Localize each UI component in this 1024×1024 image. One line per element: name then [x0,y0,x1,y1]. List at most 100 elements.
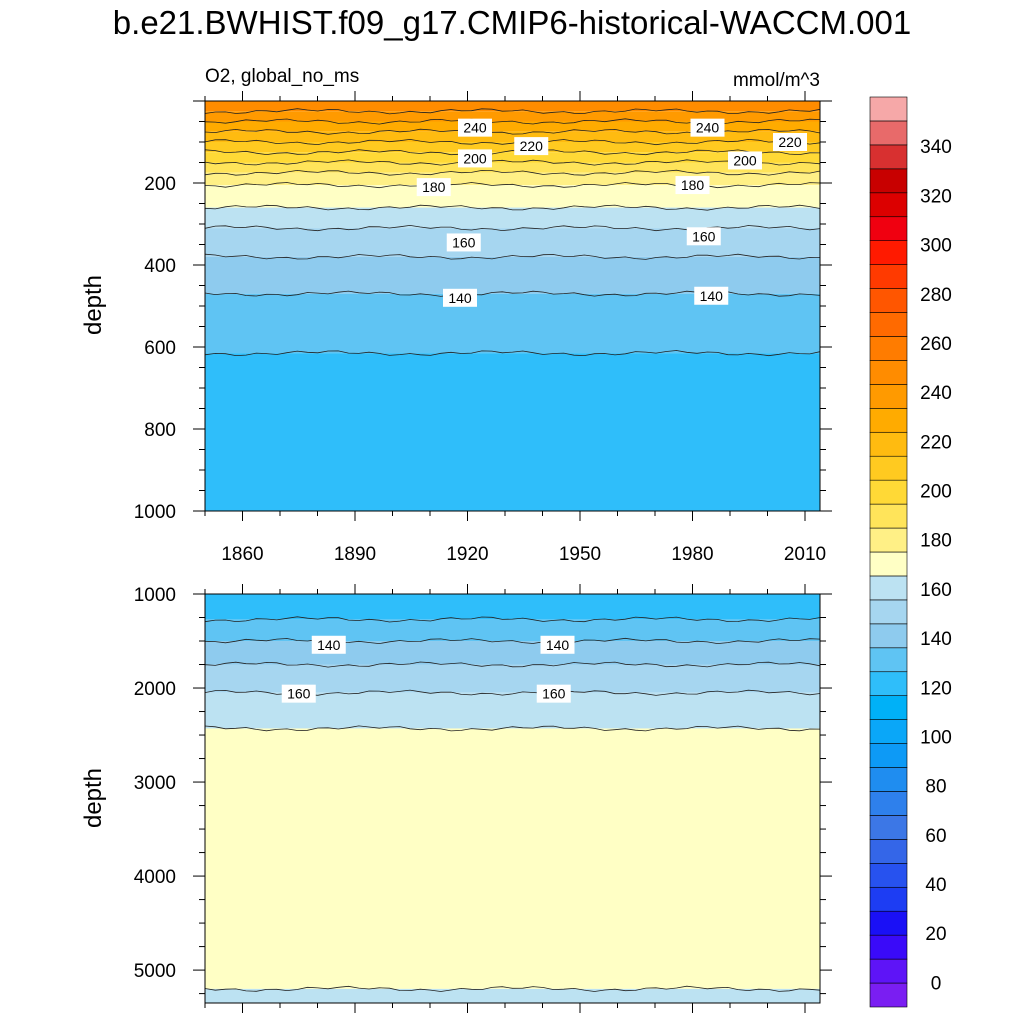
upper-band-2 [205,121,820,132]
upper-band-13 [205,353,820,511]
lower-band-5 [205,728,820,989]
colorbar-tick-labels: 0 20 40 60 80 100 120 140 160 180 200 220 240 260 280 3… [920,137,952,994]
upper-y-tick-label-2: 600 [144,338,176,359]
colorbar-tick-label-0: 0 [931,973,942,994]
colorbar-box-9 [869,767,908,792]
colorbar-tick-label-6: 120 [920,678,952,699]
svg-text:160: 160 [542,686,566,702]
colorbar-box-34 [869,168,908,194]
upper-band-9 [205,207,820,229]
upper-axes: 1860 1890 1920 1950 1980 2010 200 400 600 800 1000 [134,91,832,565]
upper-band-10 [205,228,820,257]
lower-y-tick-label-4: 5000 [134,961,176,982]
colorbar-box-0 [869,982,908,1008]
upper-x-tick-label: 2010 [784,544,826,565]
colorbar-box-27 [869,336,908,361]
lower-band-1 [205,619,820,642]
lower-contour-lines [204,616,821,992]
colorbar-box-37 [869,96,908,122]
lower-y-tick-label-3: 4000 [134,867,176,888]
colorbar-box-35 [869,144,908,170]
upper-x-tick-label: 1920 [446,544,488,565]
upper-contour-line-10 [204,224,821,232]
svg-text:140: 140 [700,288,724,304]
svg-text:140: 140 [546,637,570,653]
variable-label: O2, global_no_ms [205,66,359,87]
upper-y-tick-label-0: 200 [144,174,176,195]
upper-contour-line-13 [204,350,821,357]
lower-y-tick-label-0: 1000 [134,585,176,606]
svg-text:200: 200 [733,152,757,168]
upper-contour-label-3: 220 [773,133,807,151]
upper-contour-line-7 [204,169,821,176]
upper-contour-label-5: 200 [728,151,762,170]
upper-contour-label-8: 160 [446,233,481,252]
svg-text:180: 180 [422,179,446,195]
lower-band-0 [205,594,820,620]
colorbar-box-15 [869,623,908,649]
colorbar-box-24 [869,408,908,433]
upper-band-5 [205,152,820,163]
upper-x-tick-label: 1860 [221,544,263,565]
colorbar-tick-label-16: 320 [920,186,952,207]
colorbar-box-16 [869,599,908,625]
lower-contour-line-1 [204,616,821,623]
upper-contour-label-11: 140 [694,286,729,305]
colorbar-box-22 [869,455,908,481]
colorbar-box-23 [869,431,908,457]
colorbar-box-20 [869,503,908,529]
chart-title: b.e21.BWHIST.f09_g17.CMIP6-historical-WA… [113,4,911,41]
upper-contour-lines [204,108,821,357]
colorbar-tick-label-10: 200 [920,482,952,503]
colorbar-tick-label-7: 140 [920,629,952,650]
svg-text:200: 200 [463,150,487,166]
upper-band-6 [205,162,820,173]
upper-band-0 [205,101,820,112]
upper-contour-line-4 [204,138,821,146]
upper-contour-line-5 [204,149,821,156]
lower-contour-label-0: 140 [311,635,346,654]
lower-y-tick-label-2: 3000 [134,773,176,794]
colorbar-box-33 [869,192,908,218]
upper-y-tick-label-4: 1000 [134,502,176,523]
lower-filled-contours [205,594,820,1003]
svg-text:240: 240 [463,120,487,136]
colorbar-tick-label-11: 220 [920,432,952,453]
svg-text:160: 160 [452,234,476,250]
colorbar-box-8 [869,791,908,816]
colorbar-tick-label-1: 20 [925,924,946,945]
colorbar-box-36 [869,120,908,146]
lower-band-6 [205,988,820,1003]
colorbar-box-28 [869,312,908,337]
colorbar-boxes [869,96,908,1008]
colorbar-box-7 [869,815,908,840]
lower-band-2 [205,641,820,665]
colorbar-box-29 [869,288,908,313]
lower-panel: 140 140 160 160 1000 2000 3000 4000 5000 depth [80,584,832,1013]
colorbar-tick-label-13: 260 [920,334,952,355]
colorbar-box-18 [869,551,908,577]
upper-filled-contours [205,101,820,511]
upper-contour-line-9 [204,204,821,211]
svg-text:240: 240 [696,120,720,136]
colorbar-tick-label-14: 280 [920,285,952,306]
colorbar-box-6 [869,839,908,864]
upper-x-tick-label: 1950 [559,544,601,565]
svg-text:220: 220 [778,134,802,150]
colorbar-box-21 [869,479,908,505]
upper-band-1 [205,111,820,122]
colorbar-box-25 [869,384,908,409]
upper-band-4 [205,142,820,153]
upper-x-tick-label: 1980 [671,544,713,565]
lower-axes: 1000 2000 3000 4000 5000 [134,584,832,1013]
colorbar-box-17 [869,575,908,601]
svg-text:220: 220 [520,138,544,154]
upper-contour-line-1 [204,108,821,115]
upper-contour-line-8 [204,182,821,189]
colorbar-box-2 [869,934,908,960]
colorbar-box-11 [869,719,908,744]
colorbar-box-1 [869,958,908,984]
svg-text:160: 160 [692,228,716,244]
upper-contour-label-1: 240 [690,118,725,137]
